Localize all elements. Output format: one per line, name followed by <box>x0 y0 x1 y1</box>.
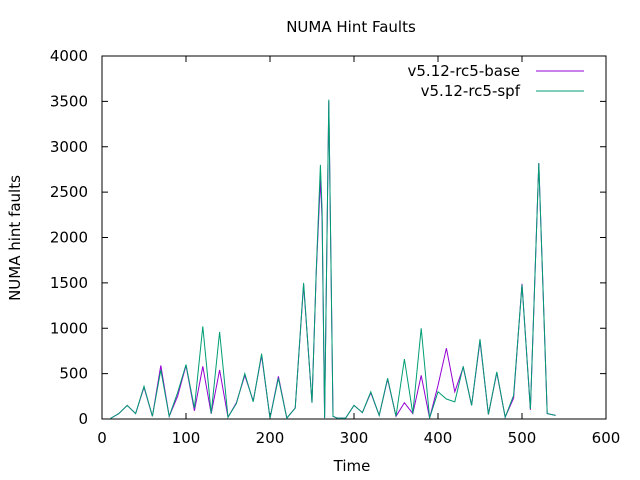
series-line-1 <box>110 101 556 420</box>
y-tick-label: 4000 <box>50 47 88 65</box>
axis-ticks: 0 100 200 300 400 500 600 0 500 1000 1500 2000 2500 3… <box>50 47 621 447</box>
series-line-2 <box>110 99 556 420</box>
x-tick-label: 300 <box>340 429 369 447</box>
y-tick-label: 0 <box>78 410 88 428</box>
legend-label-2: v5.12-rc5-spf <box>421 82 521 100</box>
x-tick-label: 600 <box>592 429 621 447</box>
legend-label-1: v5.12-rc5-base <box>408 62 521 80</box>
y-axis-label: NUMA hint faults <box>6 175 24 301</box>
y-tick-label: 1500 <box>50 274 88 292</box>
x-tick-label: 100 <box>172 429 201 447</box>
plot-frame <box>101 55 607 420</box>
x-tick-label: 200 <box>256 429 285 447</box>
x-tick-label: 0 <box>97 429 107 447</box>
y-tick-label: 1000 <box>50 319 88 337</box>
series-lines <box>110 99 556 420</box>
plot-area <box>101 55 607 420</box>
y-tick-label: 500 <box>59 365 88 383</box>
y-tick-label: 3000 <box>50 138 88 156</box>
x-axis-label: Time <box>333 457 371 475</box>
y-tick-label: 2500 <box>50 183 88 201</box>
chart-title: NUMA Hint Faults <box>286 18 416 36</box>
x-tick-label: 400 <box>424 429 453 447</box>
legend: v5.12-rc5-base v5.12-rc5-spf <box>408 62 584 100</box>
x-tick-label: 500 <box>508 429 537 447</box>
y-tick-label: 3500 <box>50 92 88 110</box>
y-tick-label: 2000 <box>50 229 88 247</box>
